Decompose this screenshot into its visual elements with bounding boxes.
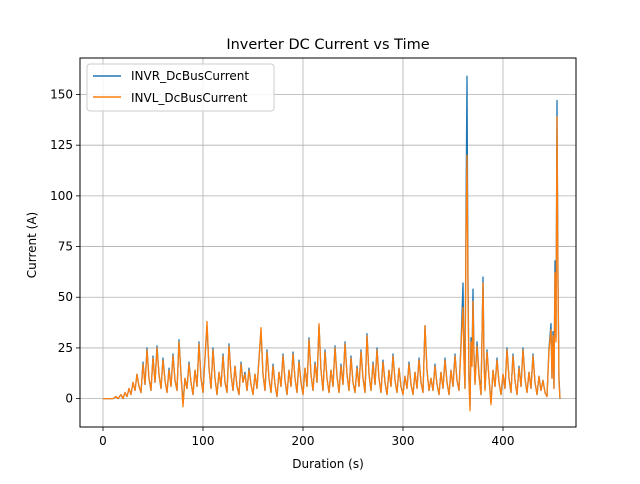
legend: INVR_DcBusCurrent INVL_DcBusCurrent (86, 63, 275, 112)
y-axis-label: Current (A) (25, 212, 39, 278)
axis-ticks: 0 100 200 300 400 0 25 50 75 100 125 150 (50, 87, 514, 448)
y-tick-label: 25 (58, 341, 73, 355)
y-tick-label: 50 (58, 290, 73, 304)
x-tick-label: 200 (292, 434, 315, 448)
legend-label-invr: INVR_DcBusCurrent (131, 69, 249, 83)
y-tick-label: 150 (50, 87, 73, 101)
y-tick-label: 100 (50, 189, 73, 203)
x-tick-label: 300 (392, 434, 415, 448)
y-tick-label: 125 (50, 138, 73, 152)
grid-lines (80, 58, 576, 427)
x-axis-label: Duration (s) (292, 457, 364, 471)
x-tick-label: 400 (492, 434, 515, 448)
x-tick-label: 0 (99, 434, 107, 448)
series-line-invl-dcbuscurrent (103, 116, 561, 412)
chart-title: Inverter DC Current vs Time (226, 37, 429, 53)
legend-box (86, 63, 275, 112)
plot-series (103, 75, 561, 412)
y-tick-label: 75 (58, 240, 73, 254)
legend-label-invl: INVL_DcBusCurrent (131, 91, 248, 105)
plot-frame (79, 57, 577, 428)
x-tick-label: 100 (192, 434, 215, 448)
y-tick-label: 0 (65, 392, 73, 406)
